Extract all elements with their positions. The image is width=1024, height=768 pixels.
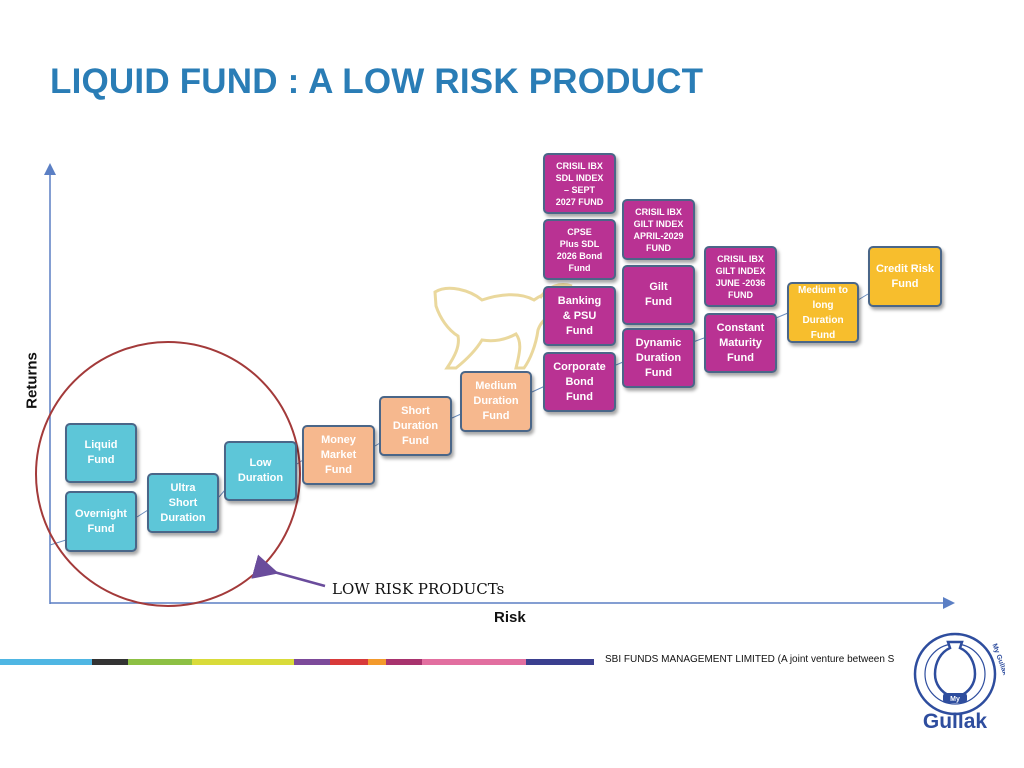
- crisil-ibx-gilt-2036-box: CRISIL IBX GILT INDEX JUNE -2036 FUND: [704, 246, 777, 307]
- dynamic-duration-fund-box: Dynamic Duration Fund: [622, 328, 695, 388]
- logo-my-text: My: [950, 696, 960, 703]
- crisil-ibx-sdl-2027-box: CRISIL IBX SDL INDEX – SEPT 2027 FUND: [543, 153, 616, 214]
- annotation-arrow: [251, 554, 326, 588]
- money-market-fund-box: Money Market Fund: [302, 425, 375, 485]
- medium-to-long-duration-box: Medium to long Duration Fund: [787, 282, 859, 343]
- cpse-plus-sdl-2026-box: CPSE Plus SDL 2026 Bond Fund: [543, 219, 616, 280]
- x-axis-label: Risk: [494, 609, 526, 626]
- page-title: LIQUID FUND : A LOW RISK PRODUCT: [50, 62, 704, 101]
- overnight-fund-box: Overnight Fund: [65, 491, 137, 552]
- low-risk-products-label: LOW RISK PRODUCTs: [332, 580, 505, 598]
- low-duration-box: Low Duration: [224, 441, 297, 501]
- footer-text: SBI FUNDS MANAGEMENT LIMITED (A joint ve…: [605, 654, 895, 665]
- logo-brand-text: Gullak: [923, 710, 988, 733]
- connector-lines: [49, 293, 869, 546]
- medium-duration-fund-box: Medium Duration Fund: [460, 371, 532, 432]
- ultra-short-duration-box: Ultra Short Duration: [147, 473, 219, 533]
- corporate-bond-fund-box: Corporate Bond Fund: [543, 352, 616, 412]
- low-risk-circle: [35, 341, 301, 607]
- gilt-fund-box: Gilt Fund: [622, 265, 695, 325]
- banking-psu-fund-box: Banking & PSU Fund: [543, 286, 616, 346]
- liquid-fund-box: Liquid Fund: [65, 423, 137, 483]
- short-duration-fund-box: Short Duration Fund: [379, 396, 452, 456]
- footer-color-bar: [0, 659, 594, 665]
- constant-maturity-fund-box: Constant Maturity Fund: [704, 313, 777, 373]
- credit-risk-fund-box: Credit Risk Fund: [868, 246, 942, 307]
- y-axis-label: Returns: [23, 352, 41, 409]
- my-gullak-logo: My My Gullak Gullak: [913, 632, 1005, 733]
- crisil-ibx-gilt-2029-box: CRISIL IBX GILT INDEX APRIL-2029 FUND: [622, 199, 695, 260]
